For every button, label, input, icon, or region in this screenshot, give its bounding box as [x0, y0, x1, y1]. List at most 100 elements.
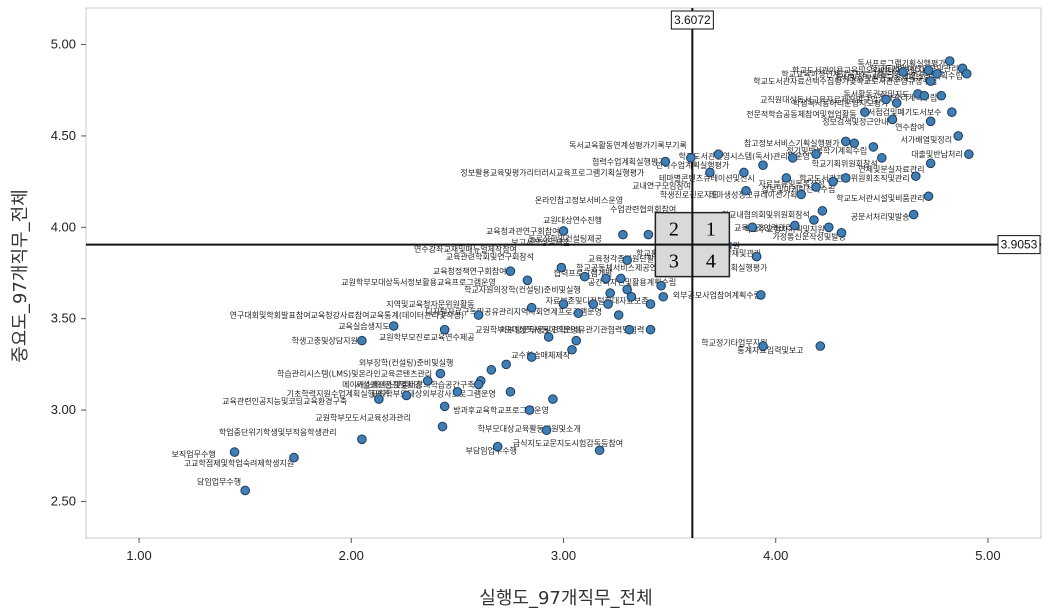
point-label: 교내연구모임참여	[632, 180, 691, 190]
y-tick-label: 3.50	[51, 311, 76, 326]
quadrant-number: 3	[669, 251, 679, 273]
point-label: 서가배열및정리	[901, 135, 953, 145]
point-label: 학교내협의회및위원회참석	[722, 210, 810, 220]
data-point	[658, 291, 669, 302]
y-tick-label: 4.00	[51, 219, 76, 234]
data-point	[240, 485, 250, 496]
data-point	[881, 94, 891, 105]
point-label: 메이커스페이스및멀티창의학습공간구축	[342, 379, 474, 389]
data-point	[616, 273, 626, 284]
point-label: 부담임업무수행	[466, 445, 518, 455]
quadrant-box	[654, 211, 694, 246]
data-point	[571, 335, 582, 346]
y-tick-label: 2.50	[51, 493, 76, 508]
x-reference-label-box	[670, 10, 714, 30]
y-reference-label-box	[997, 235, 1041, 255]
x-reference-label: 3.6072	[674, 13, 711, 27]
data-point	[660, 156, 671, 167]
data-point	[505, 386, 516, 397]
data-point	[705, 167, 715, 178]
data-point	[739, 167, 749, 178]
point-label: 가정통신문작성및발송	[772, 231, 846, 241]
point-label: 외부장학(컨설팅)준비및실행	[359, 358, 454, 368]
data-point	[925, 116, 936, 127]
data-point	[877, 153, 887, 163]
data-point	[925, 76, 936, 86]
data-point	[439, 401, 450, 412]
y-axis-ticks: 2.50 3.00 3.50 4.00 4.50 5.00	[51, 37, 86, 508]
data-point	[828, 176, 838, 187]
data-point	[887, 114, 898, 125]
data-point	[811, 149, 821, 160]
data-point	[603, 299, 613, 309]
y-tick-label: 3.00	[51, 402, 76, 417]
data-point	[622, 255, 632, 266]
x-tick-label: 2.00	[339, 548, 364, 563]
data-point	[605, 288, 615, 298]
data-point	[787, 153, 798, 163]
data-point	[556, 262, 567, 273]
data-point	[526, 302, 537, 313]
point-label: 단독수업계획실행평가	[656, 160, 730, 170]
data-point	[686, 153, 696, 163]
data-point	[289, 452, 299, 463]
data-point	[781, 173, 792, 183]
x-tick-label: 4.00	[763, 548, 788, 563]
y-tick-label: 4.50	[51, 128, 76, 143]
data-point	[594, 445, 605, 456]
data-point	[492, 441, 503, 452]
point-label: 테마생성정보큐레이션기획	[709, 189, 797, 199]
point-label: 교원학부모대상외부강사프로그램운영	[371, 389, 496, 399]
data-point	[501, 359, 512, 370]
data-point	[357, 434, 367, 445]
data-point	[486, 365, 497, 375]
data-point	[815, 341, 826, 351]
quadrant-number: 4	[706, 251, 716, 273]
reference-lines: 3.6072 3.9053	[86, 8, 1041, 538]
x-axis-title: 실행도_97개직무_전체	[479, 588, 652, 609]
data-point	[229, 447, 240, 457]
data-point	[910, 171, 921, 181]
point-label: 학교도서관예산요구및관리	[870, 63, 958, 73]
point-label: 장서관리계획수립	[878, 93, 937, 103]
data-points	[229, 56, 974, 496]
data-point	[437, 421, 448, 432]
point-label: 학교도서관시설및비품관리	[836, 193, 924, 203]
data-point	[898, 67, 908, 77]
data-point	[452, 386, 463, 397]
point-label: 학교기획위원회참석	[812, 158, 878, 168]
data-point	[558, 226, 569, 236]
data-point	[388, 321, 399, 331]
quadrant-labels: 2 1 3 4	[654, 211, 731, 278]
point-label: 급식지도교문지도시험감독등참여	[513, 438, 623, 448]
data-point	[868, 142, 879, 152]
point-label: 보직업무수행	[172, 449, 216, 459]
point-label: 학교정기타업무지원	[701, 337, 767, 347]
data-point	[747, 222, 758, 233]
point-label: 독서교육활동연계성평가기록부기록	[569, 140, 687, 150]
point-label: 학교도서관이용교육및오리엔테이션실시	[792, 65, 924, 75]
data-point	[817, 206, 828, 216]
point-label: 학생고충및상담지원	[292, 336, 358, 346]
point-label: 학교도서관자료선택수집평가및학교도서관운영규정수립	[753, 76, 937, 86]
point-label: 연수참여	[895, 122, 924, 132]
point-label: 교원학부모진로교육연수제공	[379, 332, 475, 342]
data-point	[961, 68, 972, 79]
x-tick-label: 3.00	[551, 548, 576, 563]
point-label: 교원학부모대상독서동아리운영유관기관협력및협력	[475, 325, 644, 335]
data-point	[645, 324, 656, 335]
point-label: 학교도서관관련위원회조직및관리	[799, 173, 909, 183]
data-point	[840, 173, 851, 183]
data-point	[435, 368, 446, 379]
point-label: 학습관리시스템(LMS)및온라인교육콘텐츠관리	[277, 369, 432, 379]
data-point	[790, 220, 800, 231]
data-point	[953, 131, 964, 141]
data-point	[860, 107, 870, 117]
point-label: 교수학습매체제작	[511, 350, 571, 360]
point-label: 학생독서동아리운영지도평가	[793, 98, 889, 108]
data-point	[579, 271, 590, 282]
data-point	[643, 229, 654, 240]
data-point	[713, 149, 724, 160]
data-point	[796, 189, 806, 200]
data-point	[932, 68, 942, 79]
